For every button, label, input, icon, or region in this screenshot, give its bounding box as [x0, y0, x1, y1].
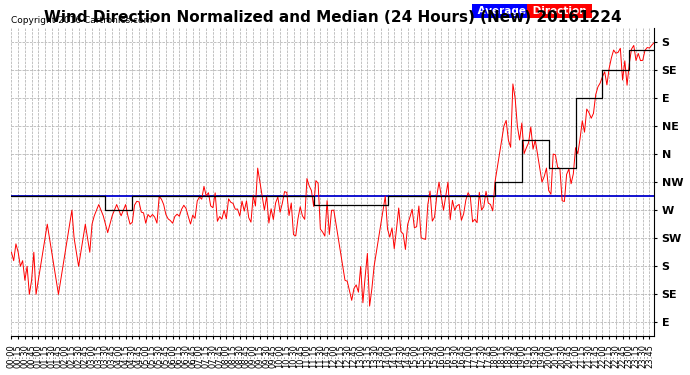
Title: Wind Direction Normalized and Median (24 Hours) (New) 20161224: Wind Direction Normalized and Median (24… [44, 10, 622, 25]
Text: Copyright 2016 Cartronics.com: Copyright 2016 Cartronics.com [12, 16, 152, 25]
Text: Average: Average [474, 6, 530, 16]
Text: Direction: Direction [529, 6, 590, 16]
